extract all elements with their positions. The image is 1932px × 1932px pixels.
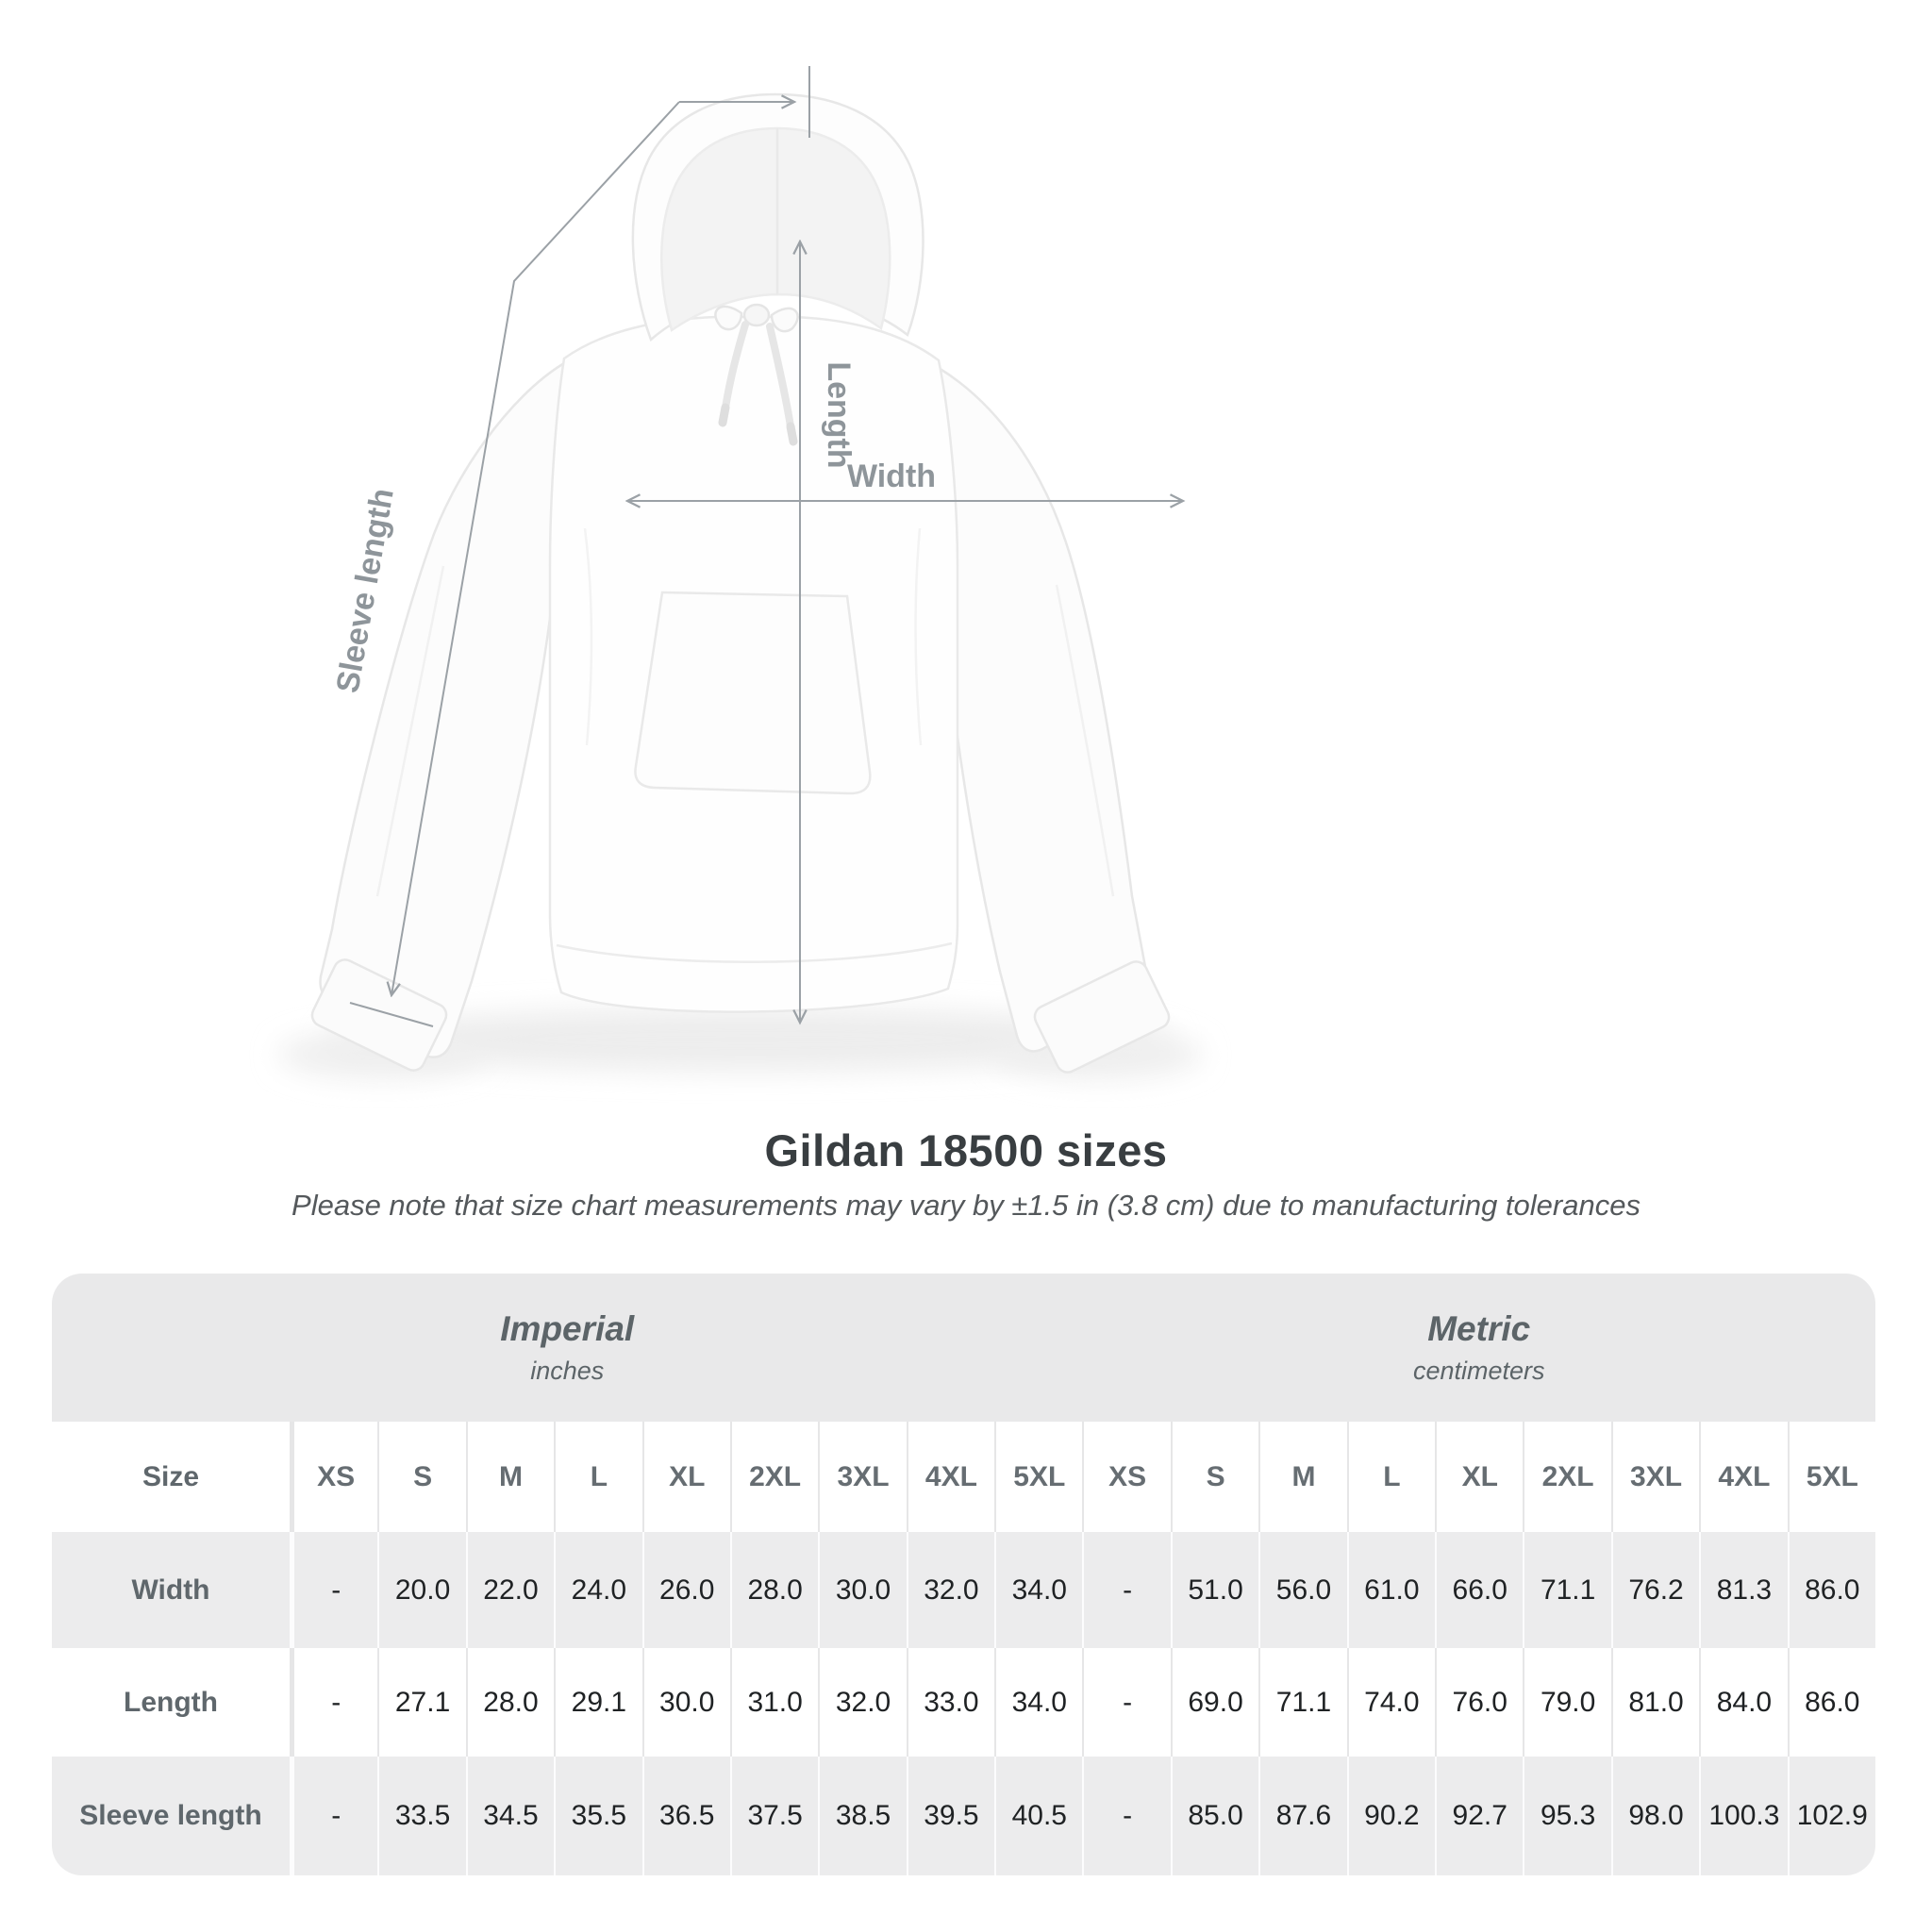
size-header-imperial-l: L <box>554 1422 642 1532</box>
table-cell: - <box>290 1757 378 1875</box>
hoodie-image <box>310 92 1171 1074</box>
metric-label: Metric <box>1427 1309 1531 1348</box>
table-cell: 32.0 <box>906 1532 995 1648</box>
table-cell: 100.3 <box>1699 1757 1788 1875</box>
table-cell: 30.0 <box>818 1532 907 1648</box>
table-cell: 32.0 <box>818 1648 907 1757</box>
table-cell: 20.0 <box>377 1532 466 1648</box>
table-cell: 22.0 <box>465 1532 555 1648</box>
sleeve-length-arrow <box>391 101 680 995</box>
table-cell: - <box>1082 1532 1171 1648</box>
table-cell: 28.0 <box>729 1532 819 1648</box>
size-header-imperial-5xl: 5XL <box>994 1422 1083 1532</box>
size-header-metric-s: S <box>1170 1422 1259 1532</box>
sleeve-bottom-tick <box>349 1002 434 1027</box>
table-cell: 102.9 <box>1787 1757 1875 1875</box>
size-header-metric-xs: XS <box>1082 1422 1171 1532</box>
size-header-imperial-4xl: 4XL <box>906 1422 995 1532</box>
size-header-metric-2xl: 2XL <box>1523 1422 1611 1532</box>
table-cell: 34.0 <box>994 1532 1083 1648</box>
size-header-imperial-xl: XL <box>641 1422 730 1532</box>
length-label: Length <box>821 361 857 468</box>
size-header-metric-xl: XL <box>1435 1422 1524 1532</box>
table-cell: 69.0 <box>1170 1648 1259 1757</box>
table-cell: 26.0 <box>641 1532 730 1648</box>
size-header-imperial-m: M <box>465 1422 555 1532</box>
table-cell: 95.3 <box>1523 1757 1611 1875</box>
table-cell: 35.5 <box>554 1757 642 1875</box>
metric-unit-label: centimeters <box>1412 1357 1545 1385</box>
hoodie-diagram: Sleeve length Length Width <box>278 66 1203 1079</box>
imperial-label: Imperial <box>500 1309 635 1348</box>
table-cell: - <box>290 1648 378 1757</box>
sleeve-length-label: Sleeve length <box>329 486 400 695</box>
size-header-metric-m: M <box>1258 1422 1347 1532</box>
table-cell: 51.0 <box>1170 1532 1259 1648</box>
row-label-sleeve-length: Sleeve length <box>52 1757 290 1875</box>
size-header-imperial-3xl: 3XL <box>818 1422 907 1532</box>
table-cell: 74.0 <box>1346 1648 1436 1757</box>
metric-group-header: Metric centimeters <box>1082 1274 1875 1422</box>
table-cell: 86.0 <box>1787 1648 1875 1757</box>
row-label-length: Length <box>52 1648 290 1757</box>
table-cell: 27.1 <box>377 1648 466 1757</box>
size-header-imperial-s: S <box>377 1422 466 1532</box>
table-cell: 71.1 <box>1523 1532 1611 1648</box>
page-subtitle: Please note that size chart measurements… <box>291 1189 1641 1222</box>
table-cell: 24.0 <box>554 1532 642 1648</box>
table-cell: 33.5 <box>377 1757 466 1875</box>
size-column-header: Size <box>52 1422 290 1532</box>
table-cell: 38.5 <box>818 1757 907 1875</box>
imperial-unit-label: inches <box>530 1357 605 1385</box>
table-cell: 29.1 <box>554 1648 642 1757</box>
table-cell: 40.5 <box>994 1757 1083 1875</box>
table-cell: 34.0 <box>994 1648 1083 1757</box>
table-cell: 98.0 <box>1610 1757 1700 1875</box>
table-cell: 34.5 <box>465 1757 555 1875</box>
table-cell: 33.0 <box>906 1648 995 1757</box>
measurement-lines <box>349 66 1183 1027</box>
table-cell: 61.0 <box>1346 1532 1436 1648</box>
table-cell: 37.5 <box>729 1757 819 1875</box>
table-cell: 66.0 <box>1435 1532 1524 1648</box>
table-cell: 76.2 <box>1610 1532 1700 1648</box>
table-cell: - <box>1082 1757 1171 1875</box>
table-cell: 87.6 <box>1258 1757 1347 1875</box>
page-title: Gildan 18500 sizes <box>764 1125 1168 1175</box>
table-cell: 36.5 <box>641 1757 730 1875</box>
table-cell: - <box>1082 1648 1171 1757</box>
size-header-metric-4xl: 4XL <box>1699 1422 1788 1532</box>
table-cell: 76.0 <box>1435 1648 1524 1757</box>
table-cell: 92.7 <box>1435 1757 1524 1875</box>
table-cell: 85.0 <box>1170 1757 1259 1875</box>
size-header-metric-5xl: 5XL <box>1787 1422 1875 1532</box>
table-cell: 81.3 <box>1699 1532 1788 1648</box>
hoodie-shadow <box>278 1008 1203 1079</box>
table-cell: 56.0 <box>1258 1532 1347 1648</box>
table-cell: 31.0 <box>729 1648 819 1757</box>
table-cell: 28.0 <box>465 1648 555 1757</box>
table-cell: 84.0 <box>1699 1648 1788 1757</box>
row-label-width: Width <box>52 1532 290 1648</box>
table-cell: 90.2 <box>1346 1757 1436 1875</box>
table-cell: 79.0 <box>1523 1648 1611 1757</box>
size-header-metric-l: L <box>1346 1422 1436 1532</box>
table-cell: 30.0 <box>641 1648 730 1757</box>
table-cell: - <box>290 1532 378 1648</box>
width-label: Width <box>847 458 936 494</box>
table-cell: 71.1 <box>1258 1648 1347 1757</box>
table-cell: 39.5 <box>906 1757 995 1875</box>
size-table: Imperial inches Metric centimeters Size X… <box>52 1274 1875 1875</box>
size-header-metric-3xl: 3XL <box>1610 1422 1700 1532</box>
imperial-group-header: Imperial inches <box>52 1274 1083 1422</box>
table-cell: 81.0 <box>1610 1648 1700 1757</box>
size-header-imperial-2xl: 2XL <box>729 1422 819 1532</box>
size-header-imperial-xs: XS <box>290 1422 378 1532</box>
table-cell: 86.0 <box>1787 1532 1875 1648</box>
